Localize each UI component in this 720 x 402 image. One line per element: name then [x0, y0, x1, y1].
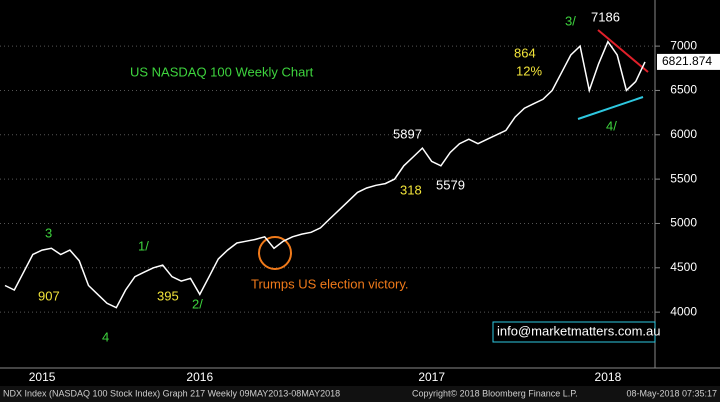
x-tick-label: 2015 — [29, 370, 56, 384]
chart-title: US NASDAQ 100 Weekly Chart — [130, 64, 314, 79]
data — [4, 40, 646, 309]
annotation: 5579 — [436, 177, 465, 192]
wave-label: 1/ — [138, 238, 149, 253]
footer-left: NDX Index (NASDAQ 100 Stock Index) Graph… — [3, 388, 340, 398]
wave-label: 3 — [45, 225, 52, 240]
y-tick-label: 5000 — [670, 216, 697, 230]
watermark: info@marketmatters.com.au — [497, 323, 660, 338]
footer-right: 08-May-2018 07:35:17 — [626, 388, 717, 398]
annotation: 12% — [516, 63, 542, 78]
watermark-box — [492, 321, 656, 343]
x-tick-label: 2017 — [418, 370, 445, 384]
y-tick-label: 7000 — [670, 38, 697, 52]
wave-label: 2/ — [192, 296, 203, 311]
x-tick-label: 2018 — [595, 370, 622, 384]
wave-label: 4 — [102, 329, 109, 344]
support-line — [577, 96, 644, 120]
annotation: 5897 — [393, 126, 422, 141]
wave-label: 4/ — [606, 118, 617, 133]
footer-middle: Copyright© 2018 Bloomberg Finance L.P. — [412, 388, 578, 398]
annotation: 864 — [514, 45, 536, 60]
resistance-line — [597, 29, 649, 73]
y-tick-label: 4500 — [670, 260, 697, 274]
election-circle — [258, 236, 292, 270]
annotation: 318 — [400, 182, 422, 197]
wave-label: 3/ — [565, 13, 576, 28]
annotation: 7186 — [591, 9, 620, 24]
annotation: 907 — [38, 288, 60, 303]
annotation: 395 — [157, 288, 179, 303]
last-price-label: 6821.874 — [662, 54, 712, 68]
y-tick-label: 6500 — [670, 83, 697, 97]
annotation: Trumps US election victory. — [251, 276, 409, 291]
last-price-box — [657, 53, 720, 70]
x-tick-label: 2016 — [186, 370, 213, 384]
y-tick-label: 5500 — [670, 171, 697, 185]
y-tick-label: 4000 — [670, 304, 697, 318]
y-tick-label: 6000 — [670, 127, 697, 141]
footer-bar — [0, 386, 720, 402]
price-line — [4, 40, 646, 309]
